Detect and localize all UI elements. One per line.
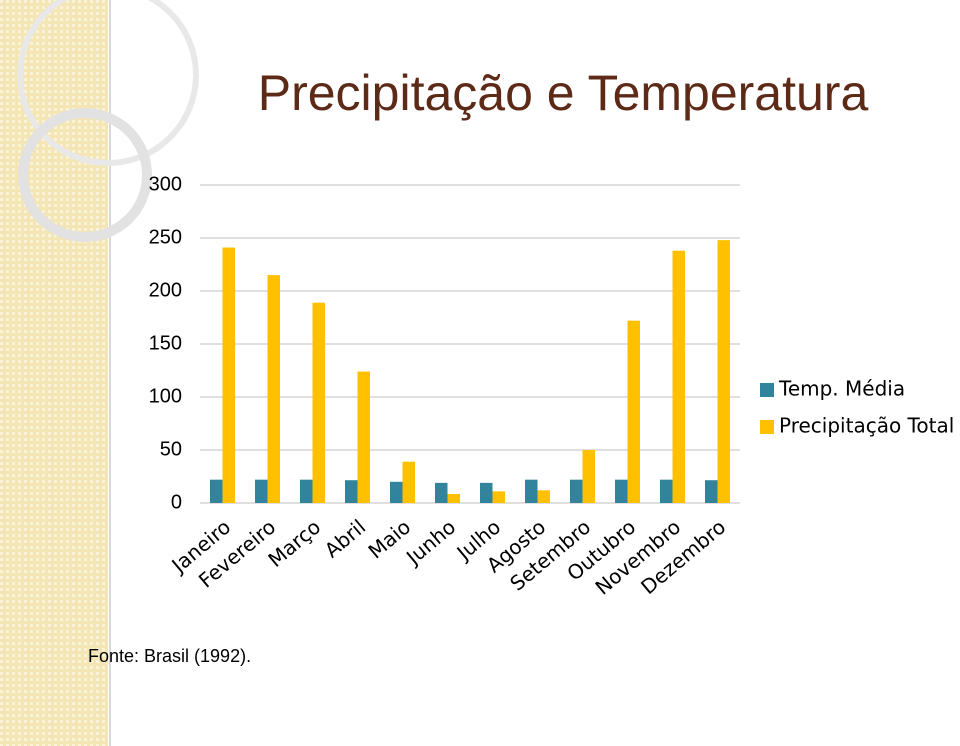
bar: [525, 479, 538, 503]
legend-swatch: [760, 383, 774, 397]
bar: [627, 320, 640, 503]
x-tick-label: Junho: [400, 515, 460, 571]
bar: [615, 479, 628, 503]
y-tick-label: 100: [149, 385, 182, 407]
bar: [345, 480, 358, 503]
bar: [705, 480, 718, 503]
bar: [582, 450, 595, 503]
y-tick-label: 250: [149, 226, 182, 248]
bar: [717, 240, 730, 503]
bar: [267, 275, 280, 503]
bar: [210, 479, 223, 503]
bar: [570, 479, 583, 503]
legend-label: Precipitação Total: [779, 414, 954, 438]
bar: [537, 490, 550, 503]
y-tick-label: 150: [149, 332, 182, 354]
deco-circle: [17, 0, 199, 166]
source-note: Fonte: Brasil (1992).: [88, 646, 251, 666]
legend-label: Temp. Média: [778, 377, 905, 401]
y-tick-label: 300: [149, 173, 182, 195]
bar: [435, 482, 448, 503]
bar: [402, 461, 415, 503]
y-tick-label: 50: [160, 438, 182, 460]
bar: [357, 371, 370, 503]
bar: [480, 482, 493, 503]
bar: [447, 493, 460, 503]
bar: [300, 479, 313, 503]
bar: [390, 481, 403, 503]
x-tick-label: Março: [263, 515, 325, 572]
y-tick-label: 0: [171, 491, 182, 513]
legend-swatch: [760, 420, 774, 434]
bar: [672, 250, 685, 503]
chart-title: Precipitação e Temperatura: [258, 65, 869, 121]
bar: [222, 247, 235, 503]
bar: [312, 302, 325, 503]
bar: [660, 479, 673, 503]
x-tick-label: Abril: [320, 515, 370, 563]
y-tick-label: 200: [149, 279, 182, 301]
deco-circle: [18, 108, 152, 242]
bar: [255, 479, 268, 503]
bar: [492, 491, 505, 503]
